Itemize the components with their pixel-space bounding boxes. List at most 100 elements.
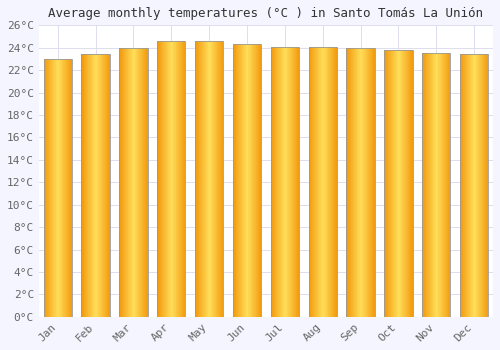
Bar bbox=[167, 41, 168, 317]
Bar bbox=[397, 50, 398, 317]
Bar bbox=[90, 55, 92, 317]
Bar bbox=[406, 50, 407, 317]
Bar bbox=[335, 47, 336, 317]
Bar bbox=[219, 41, 220, 317]
Bar bbox=[296, 47, 297, 317]
Bar bbox=[398, 50, 399, 317]
Bar bbox=[273, 47, 274, 317]
Bar bbox=[132, 48, 134, 317]
Bar bbox=[460, 55, 488, 317]
Bar bbox=[209, 41, 210, 317]
Bar bbox=[318, 47, 319, 317]
Bar bbox=[384, 50, 412, 317]
Bar bbox=[222, 41, 224, 317]
Bar bbox=[476, 55, 477, 317]
Bar bbox=[157, 41, 158, 317]
Bar bbox=[449, 53, 450, 317]
Bar bbox=[172, 41, 174, 317]
Bar bbox=[480, 55, 481, 317]
Bar bbox=[50, 59, 51, 317]
Bar bbox=[252, 44, 254, 317]
Bar bbox=[196, 41, 197, 317]
Bar bbox=[396, 50, 397, 317]
Bar bbox=[359, 48, 360, 317]
Bar bbox=[317, 47, 318, 317]
Bar bbox=[258, 44, 259, 317]
Bar bbox=[349, 48, 350, 317]
Bar bbox=[392, 50, 394, 317]
Bar bbox=[369, 48, 370, 317]
Bar bbox=[399, 50, 400, 317]
Bar bbox=[270, 47, 272, 317]
Bar bbox=[142, 48, 144, 317]
Bar bbox=[168, 41, 169, 317]
Bar bbox=[157, 41, 186, 317]
Bar bbox=[135, 48, 136, 317]
Bar bbox=[278, 47, 279, 317]
Bar bbox=[370, 48, 371, 317]
Bar bbox=[62, 59, 64, 317]
Bar bbox=[479, 55, 480, 317]
Bar bbox=[134, 48, 135, 317]
Bar bbox=[309, 47, 310, 317]
Bar bbox=[177, 41, 178, 317]
Bar bbox=[275, 47, 276, 317]
Bar bbox=[48, 59, 49, 317]
Bar bbox=[334, 47, 335, 317]
Bar bbox=[206, 41, 207, 317]
Bar bbox=[390, 50, 392, 317]
Bar bbox=[71, 59, 72, 317]
Bar bbox=[280, 47, 281, 317]
Bar bbox=[426, 53, 427, 317]
Bar bbox=[466, 55, 467, 317]
Bar bbox=[195, 41, 196, 317]
Bar bbox=[236, 44, 237, 317]
Bar bbox=[474, 55, 475, 317]
Bar bbox=[308, 47, 337, 317]
Bar bbox=[158, 41, 159, 317]
Bar bbox=[348, 48, 349, 317]
Bar bbox=[484, 55, 485, 317]
Bar bbox=[212, 41, 214, 317]
Bar bbox=[44, 59, 45, 317]
Bar bbox=[324, 47, 325, 317]
Bar bbox=[68, 59, 69, 317]
Bar bbox=[446, 53, 447, 317]
Bar bbox=[179, 41, 180, 317]
Bar bbox=[463, 55, 464, 317]
Bar bbox=[124, 48, 125, 317]
Bar bbox=[346, 48, 347, 317]
Bar bbox=[437, 53, 438, 317]
Bar bbox=[472, 55, 474, 317]
Bar bbox=[245, 44, 246, 317]
Bar bbox=[59, 59, 60, 317]
Bar bbox=[138, 48, 139, 317]
Bar bbox=[82, 55, 110, 317]
Bar bbox=[105, 55, 106, 317]
Bar bbox=[64, 59, 65, 317]
Bar bbox=[146, 48, 147, 317]
Bar bbox=[234, 44, 235, 317]
Bar bbox=[69, 59, 70, 317]
Bar bbox=[166, 41, 167, 317]
Bar bbox=[45, 59, 46, 317]
Bar bbox=[125, 48, 126, 317]
Bar bbox=[165, 41, 166, 317]
Bar bbox=[292, 47, 294, 317]
Bar bbox=[58, 59, 59, 317]
Bar bbox=[207, 41, 208, 317]
Bar bbox=[434, 53, 435, 317]
Bar bbox=[82, 55, 83, 317]
Bar bbox=[235, 44, 236, 317]
Bar bbox=[441, 53, 442, 317]
Bar bbox=[336, 47, 337, 317]
Bar bbox=[371, 48, 372, 317]
Bar bbox=[54, 59, 55, 317]
Bar bbox=[384, 50, 385, 317]
Bar bbox=[395, 50, 396, 317]
Bar bbox=[130, 48, 132, 317]
Bar bbox=[385, 50, 386, 317]
Bar bbox=[123, 48, 124, 317]
Bar bbox=[178, 41, 179, 317]
Bar bbox=[102, 55, 104, 317]
